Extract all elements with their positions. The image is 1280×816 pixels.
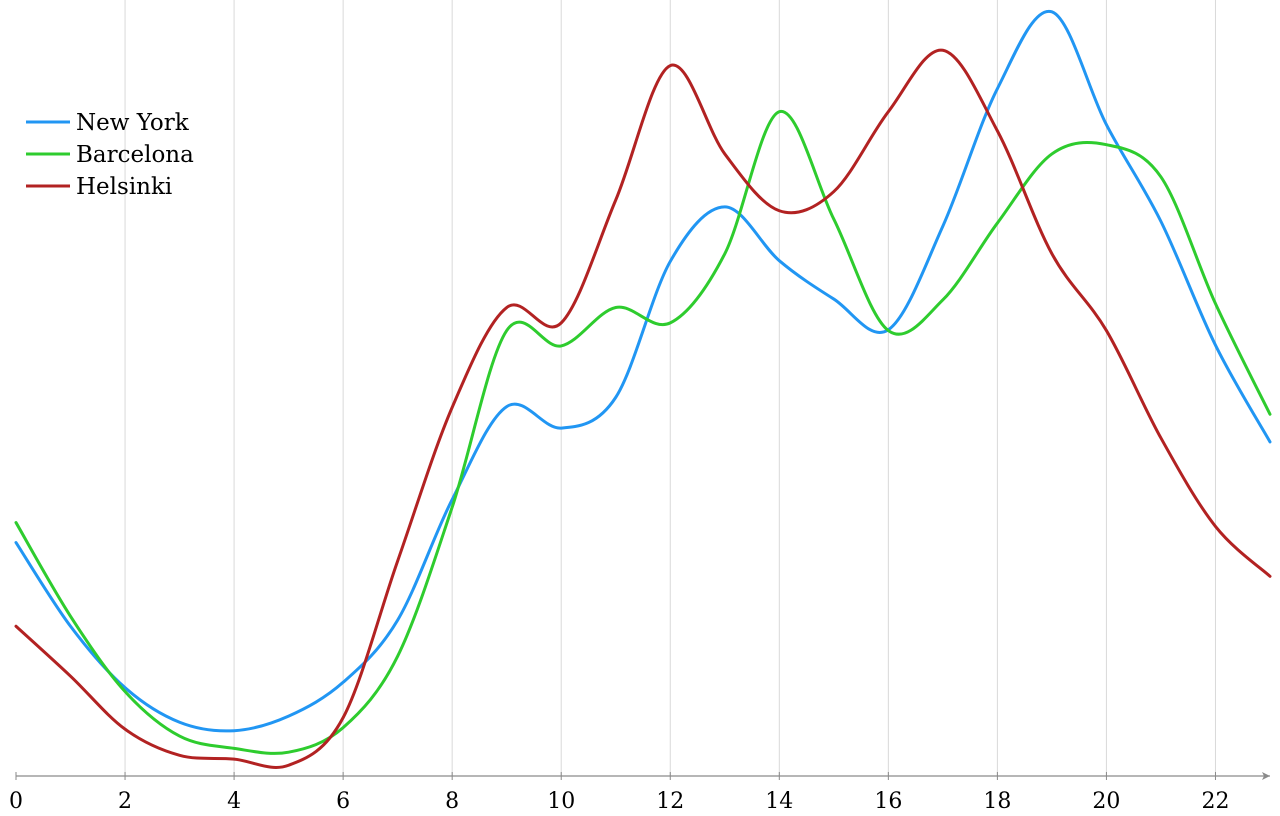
gridlines bbox=[124, 0, 1216, 776]
series-line-new-york bbox=[14, 9, 1272, 733]
x-tick-label-22: 22 bbox=[1201, 789, 1229, 814]
legend-label-helsinki: Helsinki bbox=[76, 174, 172, 200]
legend-label-new-york: New York bbox=[76, 110, 190, 136]
x-tick-label-12: 12 bbox=[656, 789, 684, 814]
series-lines bbox=[14, 9, 1272, 769]
series-line-helsinki bbox=[14, 48, 1272, 769]
x-axis-arrow-icon bbox=[1262, 772, 1270, 780]
x-tick-labels: 0 2 4 6 8 10 12 14 16 18 20 22 bbox=[9, 772, 1229, 814]
x-tick-label-16: 16 bbox=[874, 789, 902, 814]
legend: New York Barcelona Helsinki bbox=[26, 110, 194, 200]
x-tick-label-14: 14 bbox=[765, 789, 793, 814]
x-tick-label-4: 4 bbox=[227, 789, 241, 814]
x-tick-label-8: 8 bbox=[445, 789, 459, 814]
x-tick-label-18: 18 bbox=[983, 789, 1011, 814]
x-tick-label-6: 6 bbox=[336, 789, 350, 814]
x-tick-label-0: 0 bbox=[9, 789, 23, 814]
x-tick-label-10: 10 bbox=[547, 789, 575, 814]
x-tick-label-20: 20 bbox=[1092, 789, 1120, 814]
legend-label-barcelona: Barcelona bbox=[76, 142, 194, 168]
x-tick-label-2: 2 bbox=[118, 789, 132, 814]
x-axis bbox=[16, 772, 1270, 780]
series-line-barcelona bbox=[14, 110, 1272, 755]
